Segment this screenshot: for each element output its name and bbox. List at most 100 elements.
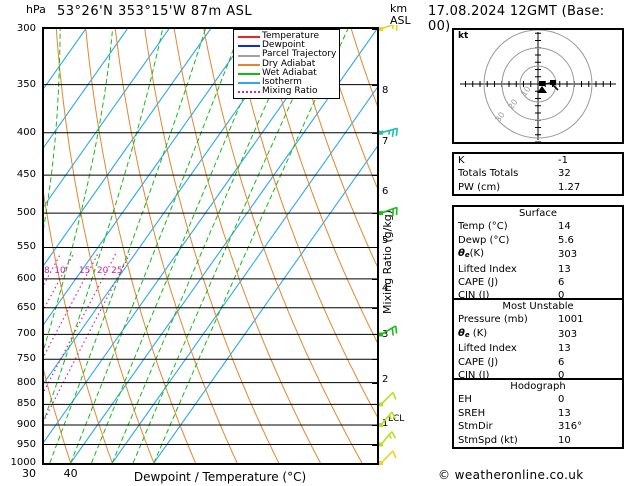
pressure-tick	[372, 307, 377, 309]
legend-swatch	[236, 41, 260, 50]
legend-item: Wet Adiabat	[236, 68, 336, 78]
lcl-label: LCL	[388, 414, 405, 425]
legend-item: Isotherm	[236, 77, 336, 88]
stat-label: PW (cm)	[458, 181, 501, 193]
stat-row: CIN (J) 0	[454, 369, 622, 382]
pressure-tick-label: 550	[16, 241, 36, 253]
pressure-tick	[372, 29, 377, 30]
pressure-tick-label: 800	[16, 376, 36, 388]
stat-value: 0	[558, 370, 565, 382]
legend-item: Mixing Ratio	[236, 87, 336, 96]
stat-value: 6	[558, 277, 565, 289]
stat-label: θe(K)	[458, 248, 484, 260]
surface-panel: Surface Temp (°C) 14 Dewp (°C) 5.6 θe(K) 303 Li…	[452, 205, 624, 305]
pressure-tick	[372, 463, 377, 464]
pressure-tick-label: 700	[16, 328, 36, 340]
stat-label: θe (K)	[458, 327, 488, 339]
stat-row: K -1	[454, 154, 622, 167]
stat-value: 6	[558, 356, 565, 368]
pressure-tick	[372, 425, 377, 427]
stat-value: 14	[558, 221, 571, 233]
indices-panel: K -1 Totals Totals 32 PW (cm) 1.27	[452, 152, 624, 197]
svg-text:10: 10	[54, 266, 66, 276]
panel-title-row: Most Unstable	[454, 300, 622, 313]
station-title: 53°26'N 353°15'W 87m ASL	[57, 4, 253, 19]
most-unstable-table: Most Unstable Pressure (mb) 1001 θe (K) 303 L…	[454, 300, 622, 382]
panel-title-row: Surface	[454, 207, 622, 220]
panel-title: Most Unstable	[502, 301, 574, 312]
height-unit-label-asl: ASL	[390, 14, 411, 27]
x-axis-title: Dewpoint / Temperature (°C)	[133, 470, 307, 484]
stat-row: Temp (°C) 14	[454, 220, 622, 233]
pressure-tick	[372, 175, 377, 177]
pressure-tick-label: 600	[16, 272, 36, 284]
pressure-tick-label: 300	[16, 23, 36, 34]
pressure-tick-label: 350	[16, 78, 36, 90]
stat-label: EH	[458, 394, 472, 406]
stat-label: StmSpd (kt)	[458, 434, 518, 446]
stat-row: Lifted Index 13	[454, 342, 622, 355]
legend-swatch	[236, 78, 260, 87]
stat-row: Lifted Index 13	[454, 263, 622, 276]
stat-label: StmDir	[458, 421, 493, 433]
pressure-tick-label: 450	[16, 169, 36, 181]
stat-label: Totals Totals	[458, 168, 519, 180]
svg-text:20: 20	[506, 98, 519, 112]
stat-row: θe (K) 303	[454, 327, 622, 342]
stat-value: 13	[558, 343, 571, 355]
legend-swatch	[236, 60, 260, 69]
wind-barb-column	[379, 25, 399, 465]
hodograph-unit-label: kt	[458, 31, 469, 41]
pressure-tick-label: 400	[16, 126, 36, 138]
stat-label: K	[458, 155, 465, 166]
legend-item: Dry Adiabat	[236, 58, 336, 69]
legend-label: Dry Adiabat	[262, 58, 316, 69]
svg-text:25: 25	[111, 266, 122, 276]
stat-row: CAPE (J) 6	[454, 356, 622, 369]
legend-label: Temperature	[262, 31, 320, 41]
pressure-tick-label: 500	[16, 207, 36, 219]
stat-row: CAPE (J) 6	[454, 276, 622, 289]
stat-value: 1001	[558, 314, 584, 326]
stat-value: 5.6	[558, 234, 574, 246]
svg-text:30: 30	[493, 110, 506, 124]
pressure-tick-label: 900	[16, 419, 36, 431]
stat-label: Lifted Index	[458, 343, 517, 355]
stat-label: Dewp (°C)	[458, 234, 510, 246]
stat-row: Dewp (°C) 5.6	[454, 234, 622, 247]
stat-value: 316°	[558, 421, 583, 433]
stat-row: CIN (J) 0	[454, 289, 622, 302]
stat-row: Totals Totals 32	[454, 167, 622, 180]
stat-value: -1	[558, 155, 568, 166]
x-axis-tick-label: 40	[63, 467, 78, 480]
pressure-tick	[372, 247, 377, 249]
stat-value: 10	[558, 434, 571, 446]
copyright-footer: © weatheronline.co.uk	[438, 468, 584, 482]
pressure-tick	[372, 132, 377, 134]
stat-value: 0	[558, 394, 565, 406]
legend-label: Mixing Ratio	[262, 86, 318, 97]
stat-label: SREH	[458, 407, 486, 419]
height-unit-label-km: km	[390, 2, 408, 15]
stat-label: CAPE (J)	[458, 356, 499, 368]
skewt-logp-diagram[interactable]: 12345810152025	[42, 27, 379, 465]
legend-label: Isotherm	[262, 77, 302, 88]
svg-text:20: 20	[97, 266, 109, 276]
legend-label: Parcel Trajectory	[262, 49, 337, 60]
stat-value: 303	[558, 328, 578, 340]
height-tick-label: 5	[382, 235, 389, 246]
hodograph[interactable]: 10 20 30	[452, 28, 624, 144]
stat-label: CAPE (J)	[458, 277, 499, 289]
pressure-tick	[372, 278, 377, 280]
panel-title: Hodograph	[510, 381, 566, 392]
stat-label: Pressure (mb)	[458, 314, 528, 326]
stat-row: StmDir 316°	[454, 420, 622, 433]
stat-row: PW (cm) 1.27	[454, 181, 622, 194]
pressure-tick	[372, 84, 377, 86]
indices-table: K -1 Totals Totals 32 PW (cm) 1.27	[454, 154, 622, 194]
pressure-unit-label: hPa	[26, 3, 46, 16]
stat-value: 303	[558, 249, 578, 261]
legend-swatch	[236, 50, 260, 59]
stat-value: 1.27	[558, 181, 581, 193]
most-unstable-panel: Most Unstable Pressure (mb) 1001 θe (K) 303 L…	[452, 298, 624, 385]
